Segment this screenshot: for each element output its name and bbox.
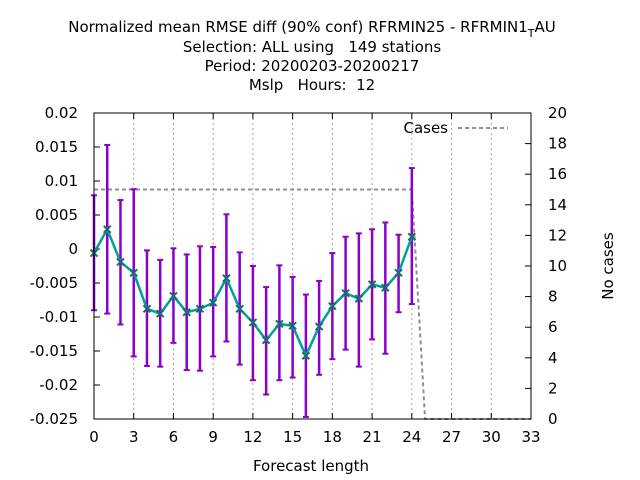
data-point-marker-b (208, 298, 218, 307)
y-tick-label: 0.015 (35, 138, 78, 156)
data-point (381, 283, 390, 292)
y-tick-label: -0.01 (39, 308, 78, 326)
data-point (103, 225, 112, 234)
data-point (169, 291, 178, 301)
data-point-marker-b (248, 318, 258, 327)
legend: Cases (403, 119, 508, 137)
data-point-marker-b (235, 304, 244, 314)
data-point (248, 318, 258, 327)
data-point-marker-b (129, 268, 138, 278)
x-tick-label: 6 (169, 428, 179, 446)
data-point-marker-b (314, 322, 324, 331)
y-tick-label: -0.005 (30, 274, 78, 292)
data-point-marker-b (195, 304, 205, 314)
data-point-marker-b (381, 283, 390, 292)
y2-tick-label: 6 (548, 318, 558, 336)
data-point (129, 268, 138, 278)
rmse-diff-series (89, 225, 417, 360)
y2-tick-label: 12 (548, 226, 567, 244)
data-point (116, 257, 125, 267)
y-tick-label: -0.015 (30, 342, 78, 360)
data-point-marker-b (222, 274, 231, 283)
chart-title-line-2: Selection: ALL using 149 stations (183, 38, 442, 56)
data-point (328, 301, 337, 311)
data-point (301, 351, 311, 360)
data-point (407, 232, 417, 241)
x-tick-label: 15 (283, 428, 302, 446)
x-tick-label: 30 (482, 428, 501, 446)
data-point-marker-b (394, 268, 403, 278)
y-tick-label: 0.01 (45, 172, 78, 190)
data-point-marker-b (275, 319, 284, 329)
data-point-marker-b (288, 321, 297, 331)
data-point (235, 304, 244, 314)
data-point (156, 309, 165, 318)
data-point (195, 304, 205, 314)
data-point-marker-b (354, 294, 364, 303)
data-point-marker-b (261, 335, 271, 345)
data-point-marker-b (182, 308, 191, 317)
x-tick-label: 9 (208, 428, 218, 446)
data-point (367, 280, 377, 289)
data-point-marker-b (301, 351, 311, 360)
data-point-marker-b (328, 301, 337, 311)
x-tick-label: 18 (323, 428, 342, 446)
data-point (182, 308, 191, 317)
y2-tick-label: 0 (548, 410, 558, 428)
y2-tick-label: 18 (548, 135, 567, 153)
data-point (142, 304, 152, 314)
x-tick-label: 3 (129, 428, 139, 446)
chart-title-end: AU (535, 18, 556, 36)
vertical-grid (133, 113, 492, 419)
data-point (208, 298, 218, 307)
y-tick-label: 0.005 (35, 206, 78, 224)
y2-tick-label: 14 (548, 196, 567, 214)
y-tick-label: 0.02 (45, 104, 78, 122)
y-tick-label: 0 (68, 240, 78, 258)
x-tick-label: 21 (363, 428, 382, 446)
data-point-marker-b (169, 291, 178, 301)
data-point (275, 319, 284, 329)
x-tick-label: 0 (89, 428, 99, 446)
data-point-marker-b (142, 304, 152, 314)
chart-title-line-3: Period: 20200203-20200217 (205, 57, 420, 75)
data-point (354, 294, 364, 303)
chart-title-line-1: Normalized mean RMSE diff (90% conf) RFR… (68, 18, 556, 40)
x-tick-label: 24 (402, 428, 421, 446)
data-point-marker-b (341, 288, 350, 298)
data-point (288, 321, 297, 331)
error-bars (91, 143, 415, 418)
chart-title-main: Normalized mean RMSE diff (90% conf) RFR… (68, 18, 528, 36)
y2-tick-label: 10 (548, 257, 567, 275)
axis-ticks: 0 3 6 9 12 15 18 21 24 27 30 330.020.0150.010.0050-… (30, 104, 567, 446)
x-tick-label: 33 (521, 428, 540, 446)
data-point (314, 322, 324, 331)
x-axis-label: Forecast length (253, 457, 369, 475)
data-point-marker-b (367, 280, 377, 289)
legend-label-cases: Cases (403, 119, 448, 137)
data-point (222, 274, 231, 283)
y2-tick-label: 2 (548, 379, 558, 397)
chart-title-line-4: Mslp Hours: 12 (249, 76, 375, 94)
data-point-marker-b (407, 232, 417, 241)
y2-tick-label: 4 (548, 349, 558, 367)
data-point-marker-b (116, 257, 125, 267)
chart-title-subscript: T (527, 27, 535, 40)
data-point (394, 268, 403, 278)
plot-frame (93, 112, 532, 420)
y-tick-label: -0.02 (39, 376, 78, 394)
y2-axis-label: No cases (599, 232, 617, 300)
data-point-marker-b (103, 225, 112, 234)
x-tick-label: 12 (243, 428, 262, 446)
y2-tick-label: 8 (548, 288, 558, 306)
y2-tick-label: 16 (548, 165, 567, 183)
data-point-marker-b (156, 309, 165, 318)
data-point (341, 288, 350, 298)
y2-tick-label: 20 (548, 104, 567, 122)
y-tick-label: -0.025 (30, 410, 78, 428)
x-tick-label: 27 (442, 428, 461, 446)
data-point (261, 335, 271, 345)
